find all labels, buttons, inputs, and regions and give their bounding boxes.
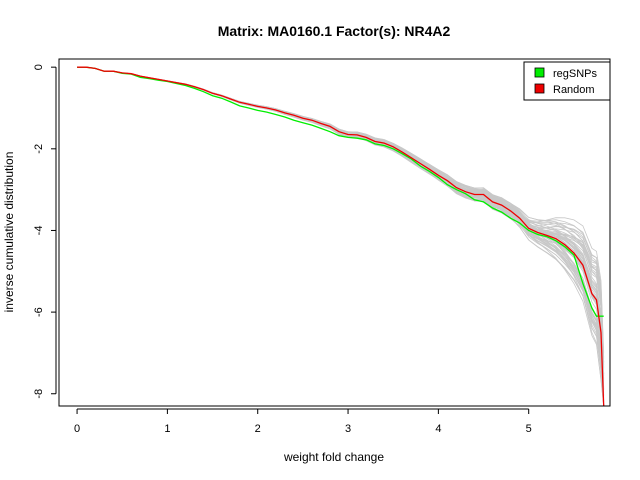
x-tick-label: 4 <box>435 423 441 435</box>
legend-swatch-regsnps <box>534 67 545 78</box>
y-axis: 0 -2 -4 -6 -8 <box>33 64 57 399</box>
x-tick-label: 2 <box>255 423 261 435</box>
y-tick-label: -8 <box>33 389 45 399</box>
x-axis: 0 1 2 3 4 5 <box>74 408 532 435</box>
legend: regSNPs Random <box>523 61 611 101</box>
plot-frame <box>58 58 611 407</box>
legend-label-regsnps: regSNPs <box>553 68 598 80</box>
x-tick-label: 1 <box>164 423 170 435</box>
series-line-random <box>77 66 605 407</box>
x-tick-label: 0 <box>74 423 80 435</box>
series-group <box>77 66 605 407</box>
y-tick-label: -2 <box>33 144 45 154</box>
y-tick-label: 0 <box>33 64 45 70</box>
x-tick-label: 5 <box>526 423 532 435</box>
x-axis-label: weight fold change <box>283 450 384 464</box>
chart-title: Matrix: MA0160.1 Factor(s): NR4A2 <box>218 23 451 39</box>
x-tick-label: 3 <box>345 423 351 435</box>
y-tick-label: -6 <box>33 307 45 317</box>
y-tick-label: -4 <box>33 226 45 236</box>
legend-swatch-random <box>534 83 545 94</box>
y-axis-label: inverse cumulative distribution <box>2 152 16 313</box>
legend-label-random: Random <box>553 84 595 96</box>
